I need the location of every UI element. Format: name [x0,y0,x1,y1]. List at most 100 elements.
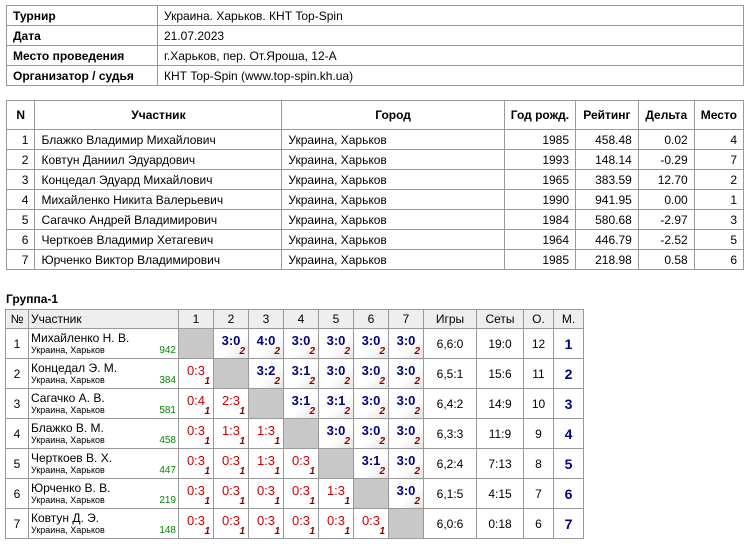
match-points: 1 [204,376,210,387]
points: 6 [523,508,554,539]
number: 6 [5,478,29,509]
cell: 383.59 [575,169,639,190]
group-row: 2 Концедал Э. М. Украина, Харьков 384 0:3 1 3:… [5,358,584,389]
participant-row: 7 Юрченко Виктор Владимирович Украина, Хар… [5,249,745,270]
result-cell: 3:0 2 [213,328,249,359]
cell: 148.14 [575,149,639,170]
self-cell [353,478,389,509]
participants-table: N Участник Город Год рожд. Рейтинг Дельта Мест… [5,100,745,270]
match-points: 1 [274,466,280,477]
match-points: 2 [414,346,420,357]
info-key: Дата [6,25,158,46]
cell: Ковтун Даниил Эдуардович [34,149,283,170]
cell: 7 [693,149,745,170]
cell: 580.68 [575,209,639,230]
match-points: 2 [344,376,350,387]
score: 1:3 [221,423,241,438]
info-key: Место проведения [6,45,158,66]
match-points: 1 [204,526,210,537]
participant-row: 2 Ковтун Даниил Эдуардович Украина, Харько… [5,149,745,170]
cell: 0.58 [637,249,695,270]
result-cell: 0:3 1 [178,508,214,539]
result-cell: 0:3 1 [178,358,214,389]
player-cell: Михайленко Н. В. Украина, Харьков 942 [28,328,179,359]
result-cell: 4:0 2 [248,328,284,359]
score: 4:0 [256,333,276,348]
games: 6,0:6 [423,508,477,539]
sets: 11:9 [476,418,524,449]
self-cell [318,448,354,479]
score: 3:0 [291,333,311,348]
match-points: 2 [379,406,385,417]
number: 3 [5,388,29,419]
score: 3:0 [396,363,416,378]
column-header: Рейтинг [575,100,639,130]
cell: 4 [693,129,745,150]
player-info: Украина, Харьков 219 [31,495,176,506]
match-points: 2 [379,466,385,477]
player-rating: 447 [159,464,176,476]
result-cell: 3:0 2 [353,328,389,359]
score: 3:0 [396,423,416,438]
result-cell: 3:0 2 [353,418,389,449]
player-rating: 458 [159,434,176,446]
player-name: Михайленко Н. В. [31,330,130,345]
match-points: 2 [414,406,420,417]
games: 6,4:2 [423,388,477,419]
cell: 5 [5,209,36,230]
player-info: Украина, Харьков 148 [31,525,176,536]
column-header: Сеты [476,309,524,329]
result-cell: 0:3 1 [353,508,389,539]
result-cell: 3:0 2 [283,328,319,359]
cell: 941.95 [575,189,639,210]
match-points: 2 [379,346,385,357]
result-cell: 1:3 1 [248,448,284,479]
player-city: Украина, Харьков [31,404,105,415]
player-name: Черткоев В. Х. [31,450,113,465]
score: 0:3 [186,513,206,528]
match-points: 2 [379,436,385,447]
score: 3:0 [221,333,241,348]
points: 8 [523,448,554,479]
player-cell: Черткоев В. Х. Украина, Харьков 447 [28,448,179,479]
cell: 2 [693,169,745,190]
score: 3:0 [361,393,381,408]
result-cell: 1:3 1 [318,478,354,509]
cell: 458.48 [575,129,639,150]
result-cell: 0:3 1 [248,478,284,509]
group-table: № Участник 1 2 3 4 5 6 7 Игры Сеты О. М. 1 Михайленко … [5,309,584,539]
info-key: Организатор / судья [6,65,158,86]
score: 3:0 [361,333,381,348]
cell: 7 [5,249,36,270]
group-title: Группа-1 [6,292,59,306]
points: 11 [523,358,554,389]
score: 3:2 [256,363,276,378]
player-rating: 942 [159,344,176,356]
cell: Украина, Харьков [281,169,505,190]
column-header: 3 [248,309,284,329]
sets: 4:15 [476,478,524,509]
result-cell: 3:1 2 [283,388,319,419]
result-cell: 3:0 2 [388,448,424,479]
match-points: 1 [204,406,210,417]
result-cell: 3:2 2 [248,358,284,389]
cell: 6 [5,229,36,250]
cell: Украина, Харьков [281,229,505,250]
cell: 0.02 [637,129,695,150]
score: 3:1 [361,453,381,468]
self-cell [248,388,284,419]
result-cell: 3:0 2 [388,358,424,389]
cell: 446.79 [575,229,639,250]
result-cell: 0:3 1 [248,508,284,539]
place: 5 [553,448,584,479]
result-cell: 3:1 2 [283,358,319,389]
match-points: 1 [309,466,315,477]
player-name: Юрченко В. В. [31,480,111,495]
player-city: Украина, Харьков [31,344,105,355]
cell: 1984 [503,209,577,230]
column-header: Дельта [637,100,695,130]
info-row: Турнир Украина. Харьков. КНТ Top-Spin [6,5,744,26]
score: 3:1 [326,393,346,408]
self-cell [178,328,214,359]
player-cell: Сагачко А. В. Украина, Харьков 581 [28,388,179,419]
